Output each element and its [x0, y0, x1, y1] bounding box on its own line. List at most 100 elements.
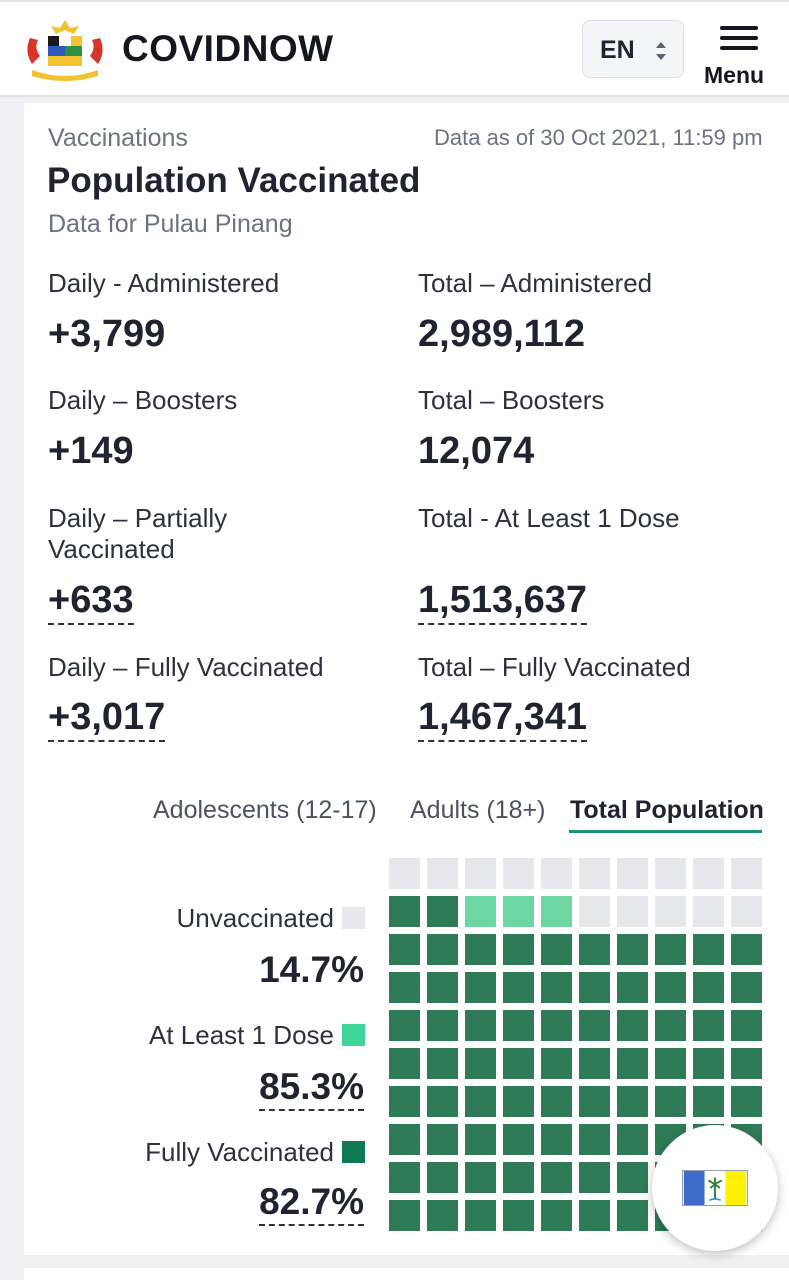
waffle-cell-unvaccinated: [693, 896, 724, 927]
waffle-cell-fully: [427, 1048, 458, 1079]
state-flag-button[interactable]: [652, 1125, 778, 1251]
waffle-cell-fully: [427, 896, 458, 927]
waffle-cell-fully: [503, 934, 534, 965]
fully-vaccinated-percent[interactable]: 82.7%: [259, 1181, 364, 1226]
waffle-cell-fully: [389, 1010, 420, 1041]
total-administered-value: 2,989,112: [418, 313, 585, 355]
waffle-cell-unvaccinated: [579, 858, 610, 889]
active-tab-indicator: [569, 830, 762, 833]
waffle-cell-fully: [541, 934, 572, 965]
waffle-cell-fully: [465, 934, 496, 965]
waffle-cell-fully: [579, 1010, 610, 1041]
tab-adults[interactable]: Adults (18+): [410, 796, 546, 824]
waffle-cell-fully: [503, 1048, 534, 1079]
waffle-cell-fully: [541, 1200, 572, 1231]
waffle-cell-fully: [617, 1086, 648, 1117]
waffle-cell-partial: [503, 896, 534, 927]
total-full-label: Total – Fully Vaccinated: [418, 652, 691, 682]
waffle-cell-unvaccinated: [541, 858, 572, 889]
waffle-cell-fully: [465, 1010, 496, 1041]
waffle-cell-fully: [579, 972, 610, 1003]
region-subtitle: Data for Pulau Pinang: [48, 210, 293, 238]
waffle-cell-fully: [541, 1162, 572, 1193]
menu-button[interactable]: Menu: [700, 20, 778, 90]
waffle-cell-unvaccinated: [617, 896, 648, 927]
waffle-cell-fully: [579, 934, 610, 965]
total-boosters-label: Total – Boosters: [418, 385, 605, 415]
daily-full-label: Daily – Fully Vaccinated: [48, 652, 324, 682]
daily-full-value[interactable]: +3,017: [48, 695, 166, 742]
waffle-cell-unvaccinated: [579, 896, 610, 927]
fully-vaccinated-swatch: [342, 1141, 365, 1163]
waffle-cell-fully: [731, 1048, 762, 1079]
waffle-cell-unvaccinated: [617, 858, 648, 889]
language-value: EN: [600, 36, 635, 64]
waffle-cell-unvaccinated: [655, 896, 686, 927]
waffle-cell-fully: [617, 1010, 648, 1041]
next-card-edge: [24, 1268, 789, 1280]
waffle-cell-fully: [693, 934, 724, 965]
waffle-cell-fully: [503, 1086, 534, 1117]
waffle-cell-fully: [655, 1048, 686, 1079]
waffle-cell-fully: [465, 1162, 496, 1193]
waffle-cell-unvaccinated: [693, 858, 724, 889]
waffle-cell-fully: [389, 972, 420, 1003]
tab-total-population[interactable]: Total Population: [570, 796, 764, 824]
waffle-cell-fully: [655, 1086, 686, 1117]
waffle-cell-fully: [541, 972, 572, 1003]
daily-partial-label: Daily – Partially Vaccinated: [48, 503, 228, 564]
waffle-cell-unvaccinated: [465, 858, 496, 889]
waffle-cell-fully: [541, 1048, 572, 1079]
waffle-cell-fully: [503, 972, 534, 1003]
waffle-cell-fully: [579, 1200, 610, 1231]
waffle-cell-fully: [731, 934, 762, 965]
waffle-cell-fully: [389, 934, 420, 965]
waffle-cell-fully: [389, 1200, 420, 1231]
waffle-cell-partial: [541, 896, 572, 927]
waffle-cell-fully: [503, 1162, 534, 1193]
total-partial-value[interactable]: 1,513,637: [418, 578, 588, 625]
waffle-cell-fully: [389, 896, 420, 927]
waffle-cell-fully: [693, 1048, 724, 1079]
daily-boosters-value: +149: [48, 430, 134, 472]
sort-arrows-icon: [656, 42, 666, 60]
waffle-cell-fully: [465, 1124, 496, 1155]
waffle-cell-unvaccinated: [731, 896, 762, 927]
tab-adolescents[interactable]: Adolescents (12-17): [153, 796, 377, 824]
at-least-1-dose-percent[interactable]: 85.3%: [259, 1066, 364, 1111]
daily-partial-value[interactable]: +633: [48, 578, 134, 625]
unvaccinated-swatch: [342, 907, 365, 929]
waffle-cell-partial: [465, 896, 496, 927]
section-label: Vaccinations: [48, 124, 188, 152]
waffle-cell-unvaccinated: [655, 858, 686, 889]
waffle-cell-fully: [541, 1124, 572, 1155]
waffle-cell-fully: [465, 1086, 496, 1117]
waffle-cell-fully: [389, 1124, 420, 1155]
malaysia-coat-of-arms-logo[interactable]: [22, 16, 108, 82]
waffle-cell-unvaccinated: [503, 858, 534, 889]
waffle-cell-fully: [427, 1124, 458, 1155]
waffle-cell-fully: [427, 1010, 458, 1041]
waffle-cell-fully: [579, 1048, 610, 1079]
waffle-cell-fully: [541, 1086, 572, 1117]
waffle-cell-fully: [617, 972, 648, 1003]
fully-vaccinated-label: Fully Vaccinated: [145, 1137, 334, 1167]
waffle-cell-fully: [427, 1162, 458, 1193]
waffle-cell-fully: [579, 1124, 610, 1155]
waffle-cell-fully: [693, 1010, 724, 1041]
daily-boosters-label: Daily – Boosters: [48, 385, 238, 415]
waffle-cell-fully: [617, 1048, 648, 1079]
waffle-cell-fully: [693, 1086, 724, 1117]
waffle-cell-fully: [731, 972, 762, 1003]
language-select[interactable]: EN: [582, 20, 684, 78]
unvaccinated-percent: 14.7%: [259, 949, 364, 990]
total-full-value[interactable]: 1,467,341: [418, 695, 588, 742]
waffle-cell-fully: [617, 1124, 648, 1155]
waffle-cell-fully: [427, 934, 458, 965]
brand-title[interactable]: COVIDNOW: [122, 28, 334, 69]
unvaccinated-label: Unvaccinated: [176, 903, 334, 933]
at-least-1-dose-swatch: [342, 1024, 365, 1046]
waffle-cell-fully: [465, 1200, 496, 1231]
waffle-cell-fully: [465, 972, 496, 1003]
waffle-cell-fully: [617, 1200, 648, 1231]
